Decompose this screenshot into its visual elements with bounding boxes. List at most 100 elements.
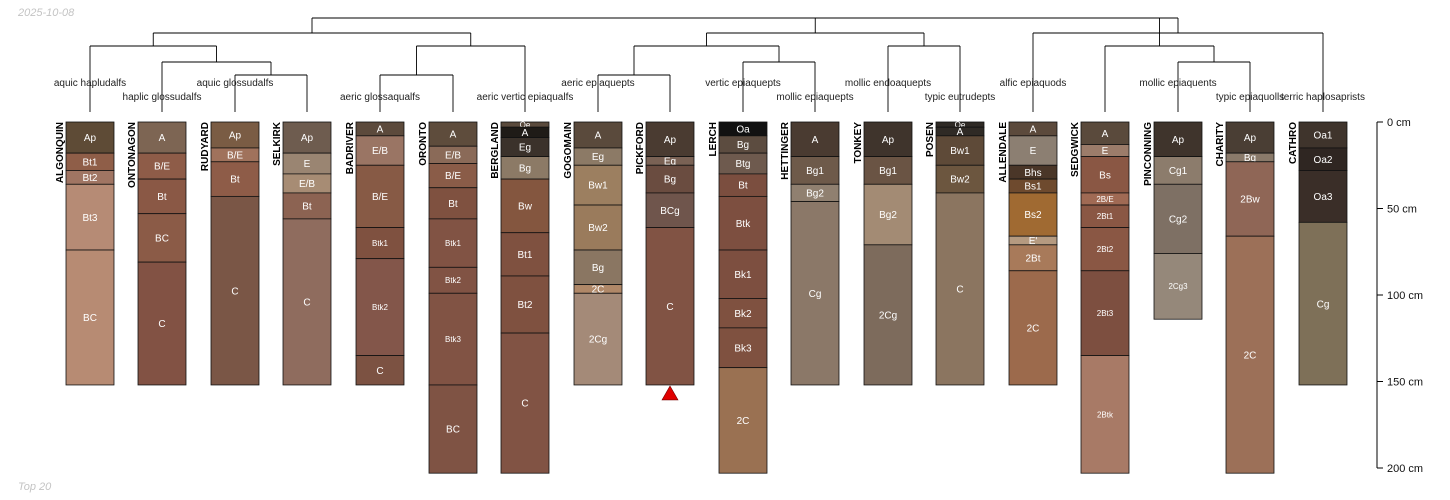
horizon-label: 2C — [1027, 323, 1040, 334]
subgroup-label: aquic glossudalfs — [197, 78, 274, 89]
horizon-label: Bt2 — [517, 300, 532, 311]
horizon-algonquin-bc — [65, 249, 115, 386]
depth-tick-label: 100 cm — [1387, 290, 1423, 302]
horizon-label: Cg2 — [1169, 214, 1188, 225]
horizon-label: 2Cg3 — [1168, 282, 1188, 291]
horizon-tonkey-ap — [863, 121, 913, 157]
profile-hettinger: A Bg1 Bg2 Cg HETTINGER — [780, 121, 840, 386]
profile-allendale: AE Bhs Bs1 Bs2 E' 2Bt 2C ALLENDALE — [998, 121, 1058, 386]
horizon-label: Btk1 — [372, 239, 389, 248]
horizon-label: Btk2 — [372, 303, 389, 312]
horizon-label: 2Bt2 — [1097, 245, 1114, 254]
horizon-label: A — [595, 131, 602, 142]
horizon-label: A — [377, 125, 384, 136]
profile-cathro: Oa1 Oa2 Oa3 Cg CATHRO — [1288, 121, 1348, 386]
horizon-label: Bw2 — [950, 175, 970, 186]
horizon-label: Bhs — [1024, 168, 1041, 179]
horizon-label: Ap — [1172, 135, 1185, 146]
horizon-label: Bt3 — [82, 213, 97, 224]
horizon-label: B/E — [227, 150, 243, 161]
horizon-charity-2bw — [1225, 161, 1275, 237]
horizon-label: 2Btk — [1097, 410, 1114, 419]
horizon-oronto-bc — [428, 384, 478, 474]
horizon-label: 2C — [1244, 350, 1257, 361]
horizon-pinconning-cg2 — [1153, 183, 1203, 254]
depth-tick-label: 150 cm — [1387, 377, 1423, 389]
horizon-label: C — [376, 366, 383, 377]
horizon-label: Bg — [592, 263, 604, 274]
horizon-selkirk-ap — [282, 121, 332, 154]
subgroup-label: alfic epiaquods — [1000, 78, 1067, 89]
horizon-label: Bs2 — [1024, 210, 1042, 221]
subgroup-label: mollic endoaquepts — [845, 78, 931, 89]
horizon-sedgwick-2btk — [1080, 355, 1130, 474]
profile-name: BERGLAND — [490, 122, 501, 179]
profile-badriver: A E/B B/E Btk1 Btk2 C BADRIVER — [345, 121, 405, 386]
horizon-pinconning-2cg3 — [1153, 253, 1203, 320]
horizon-oronto-btk1 — [428, 218, 478, 268]
horizon-label: Bs1 — [1024, 182, 1042, 193]
horizon-label: Bw1 — [588, 181, 608, 192]
profile-name: BADRIVER — [345, 121, 356, 174]
horizon-label: Bw — [518, 202, 533, 213]
horizon-label: BC — [155, 234, 169, 245]
horizon-algonquin-bt3 — [65, 183, 115, 251]
horizon-label: Cg1 — [1169, 166, 1188, 177]
horizon-label: Ap — [664, 135, 677, 146]
horizon-label: Ap — [229, 131, 242, 142]
horizon-label: B/E — [154, 162, 170, 173]
horizon-label: Bg2 — [879, 210, 897, 221]
horizon-tonkey-2cg — [863, 244, 913, 386]
horizon-label: E/B — [299, 179, 315, 190]
profile-algonquin: Ap Bt1 Bt2 Bt3 BC ALGONQUIN — [55, 121, 115, 386]
subgroup-label: aquic hapludalfs — [54, 78, 126, 89]
horizon-ontonagon-bc — [137, 213, 187, 263]
horizon-label: Btk1 — [445, 239, 462, 248]
horizon-allendale-2bt — [1008, 244, 1058, 272]
horizon-label: E — [304, 159, 311, 170]
horizon-label: E — [1030, 146, 1037, 157]
horizon-label: Bt1 — [517, 250, 532, 261]
horizon-cathro-oa1 — [1298, 121, 1348, 149]
profile-pickford: Ap Eg Bg BCg C PICKFORD — [635, 121, 695, 386]
date-label: 2025-10-08 — [18, 7, 75, 19]
horizon-label: Bg — [1244, 153, 1256, 164]
subgroup-label: typic eutrudepts — [925, 92, 996, 103]
profile-selkirk: Ap E E/B Bt C SELKIRK — [272, 121, 332, 386]
subgroup-label: terric haplosaprists — [1281, 92, 1365, 103]
horizon-selkirk-c — [282, 218, 332, 386]
horizon-label: Oa2 — [1314, 155, 1333, 166]
profile-name: RUDYARD — [200, 122, 211, 171]
subgroup-label: typic epiaquolls — [1216, 92, 1284, 103]
horizon-badriver-e-b — [355, 135, 405, 166]
horizon-rudyard-c — [210, 195, 260, 386]
horizon-posen-c — [935, 192, 985, 386]
horizon-hettinger-a — [790, 121, 840, 157]
horizon-label: 2C — [592, 285, 605, 296]
horizon-sedgwick-2bt3 — [1080, 270, 1130, 356]
profile-charity: Ap Bg 2Bw 2C CHARITY — [1215, 121, 1275, 474]
horizon-ontonagon-b-e — [137, 152, 187, 180]
horizon-label: Oe — [520, 120, 531, 129]
horizon-label: 2Bw — [1240, 195, 1260, 206]
horizon-pinconning-cg1 — [1153, 156, 1203, 185]
horizon-label: B/E — [372, 192, 388, 203]
profile-name: SELKIRK — [272, 121, 283, 166]
horizon-allendale-e — [1008, 135, 1058, 166]
horizon-pickford-ap — [645, 121, 695, 157]
profile-name: CHARITY — [1215, 122, 1226, 167]
horizon-label: A — [159, 133, 166, 144]
profile-name: SEDGWICK — [1070, 121, 1081, 177]
horizon-label: 2Cg — [589, 335, 607, 346]
horizon-pickford-bcg — [645, 192, 695, 228]
horizon-bergland-c — [500, 332, 550, 474]
horizon-selkirk-bt — [282, 192, 332, 220]
profile-name: GOGOMAIN — [563, 122, 574, 179]
horizon-label: Bg1 — [806, 166, 824, 177]
subgroup-label: vertic epiaquepts — [705, 78, 781, 89]
dendrogram — [89, 17, 1324, 112]
profile-name: ONTONAGON — [127, 122, 138, 188]
horizon-allendale-2c — [1008, 270, 1058, 386]
horizon-label: A — [812, 135, 819, 146]
